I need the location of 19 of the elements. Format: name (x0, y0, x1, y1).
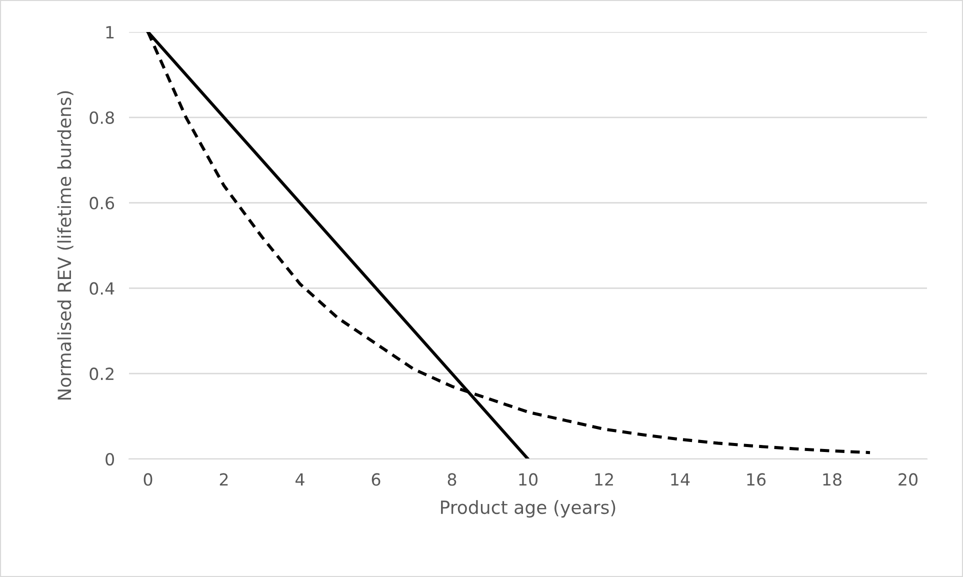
x-tick-label: 2 (220, 473, 228, 486)
x-tick-label: 10 (519, 473, 538, 486)
x-tick-label: 0 (144, 473, 152, 486)
x-tick-label: 16 (747, 473, 766, 486)
x-tick-label: 12 (595, 473, 613, 486)
y-axis-title: Normalised REV (lifetime burdens) (57, 91, 74, 400)
y-tick-label: 0.8 (90, 111, 114, 124)
x-axis-title: Product age (years) (441, 500, 616, 518)
x-tick-label: 8 (448, 473, 456, 486)
x-tick-label: 6 (372, 473, 380, 486)
y-tick-label: 0 (106, 452, 114, 466)
y-tick-label: 1 (106, 26, 114, 38)
y-tick-label: 0.6 (90, 196, 114, 210)
y-tick-label: 0.4 (90, 282, 114, 295)
x-tick-label: 20 (898, 473, 918, 486)
x-tick-label: 14 (671, 473, 690, 486)
y-tick-label: 0.2 (90, 368, 114, 380)
x-tick-label: 18 (823, 473, 842, 486)
x-tick-label: 4 (296, 473, 304, 486)
